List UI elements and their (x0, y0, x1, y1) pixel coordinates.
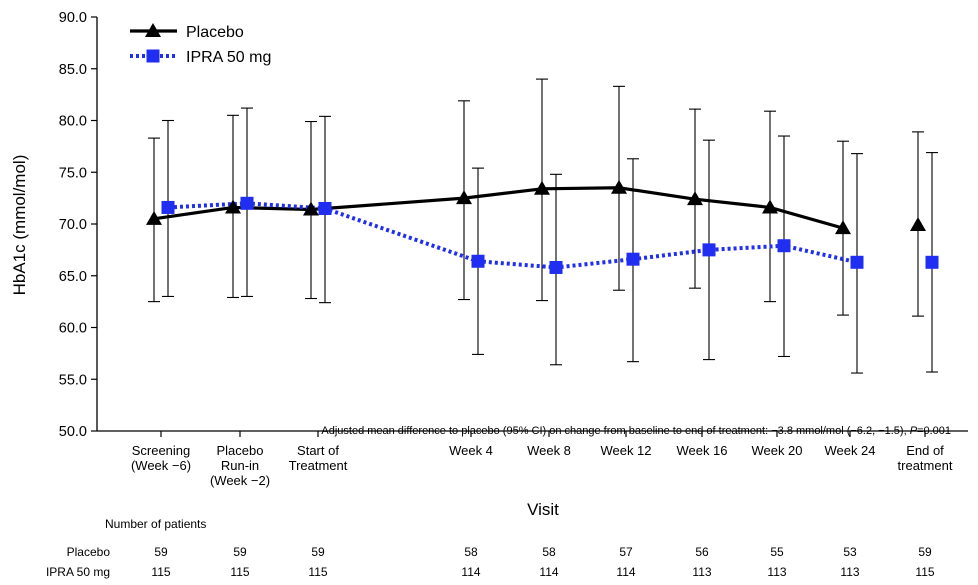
patients-count: 59 (154, 545, 168, 559)
y-tick-label: 90.0 (59, 10, 87, 26)
ipra-50-mg-marker (777, 239, 791, 253)
placebo-marker (146, 210, 162, 225)
x-axis-category-labels: Screening (Week −6) Placebo Run-in (Week −2)… (131, 431, 953, 488)
y-axis-title: HbA1c (mmol/mol) (10, 155, 29, 296)
patients-count: 59 (311, 545, 325, 559)
patients-count: 113 (692, 565, 711, 579)
ipra-50-mg-marker (240, 196, 254, 210)
x-category-label: Week 16 (676, 443, 727, 458)
patients-count: 114 (461, 565, 480, 579)
patients-count: 114 (539, 565, 558, 579)
ipra-50-mg-marker (702, 243, 716, 257)
legend-label-ipra-50-mg: IPRA 50 mg (186, 49, 271, 66)
ipra-50-mg-marker (549, 260, 563, 274)
patients-table-title: Number of patients (105, 517, 206, 531)
y-axis-ticks: 50.0 55.0 60.0 65.0 70.0 75.0 80.0 85.0 90.0 (59, 10, 97, 440)
x-category-label: Screening (Week −6) (131, 443, 191, 473)
error-bars (148, 78, 938, 374)
annotation-p-value: =0.001 (917, 425, 951, 437)
patients-row-label: Placebo (67, 545, 111, 559)
annotation-text: Adjusted mean difference to placebo (95%… (321, 425, 951, 437)
series-markers (146, 179, 939, 274)
placebo-marker (456, 190, 472, 205)
ipra-50-mg-marker (471, 254, 485, 268)
y-tick-label: 80.0 (59, 114, 87, 130)
placebo-marker (303, 201, 319, 216)
x-category-label: End of treatment (898, 443, 953, 473)
axes (96, 17, 968, 432)
placebo-marker (687, 191, 703, 206)
x-axis-title: Visit (527, 500, 559, 519)
placebo-line (153, 186, 844, 230)
placebo-marker (611, 179, 627, 194)
ipra-50-mg-marker (850, 255, 864, 269)
x-category-label: Week 24 (824, 443, 875, 458)
y-tick-label: 85.0 (59, 62, 87, 78)
y-tick-label: 65.0 (59, 269, 87, 285)
patients-count: 114 (616, 565, 635, 579)
x-category-label: Placebo Run-in (Week −2) (210, 443, 270, 488)
patients-table: Placebo 59 59 59 58 58 57 56 55 53 59 IPRA 50 mg 115… (46, 545, 935, 579)
patients-count: 57 (619, 545, 633, 559)
patients-count: 115 (230, 565, 249, 579)
legend-label-placebo: Placebo (186, 24, 244, 41)
x-category-label: Week 4 (449, 443, 493, 458)
patients-count: 115 (915, 565, 934, 579)
y-tick-label: 75.0 (59, 165, 87, 181)
y-tick-label: 55.0 (59, 372, 87, 388)
placebo-marker (225, 199, 241, 214)
y-tick-label: 70.0 (59, 217, 87, 233)
annotation-p-label: P (910, 425, 918, 437)
patients-count: 113 (767, 565, 786, 579)
patients-count: 115 (308, 565, 327, 579)
placebo-marker (762, 199, 778, 214)
ipra-50-mg-marker (161, 200, 175, 214)
patients-row-label: IPRA 50 mg (46, 565, 110, 579)
x-category-label: Week 8 (527, 443, 571, 458)
placebo-marker (835, 220, 851, 235)
ipra-50-mg-marker (318, 201, 332, 215)
patients-count: 113 (840, 565, 859, 579)
ipra-50-mg-marker (925, 255, 939, 269)
y-tick-label: 50.0 (59, 424, 87, 440)
ipra-50-mg-marker (626, 252, 640, 266)
legend: Placebo IPRA 50 mg (130, 23, 271, 66)
series-lines (153, 186, 858, 270)
placebo-marker (910, 217, 926, 232)
patients-count: 59 (918, 545, 932, 559)
x-category-label: Week 20 (751, 443, 802, 458)
x-category-label: Start of Treatment (289, 443, 348, 473)
patients-count: 58 (542, 545, 556, 559)
patients-count: 56 (695, 545, 709, 559)
legend-marker-placebo (145, 23, 161, 37)
annotation-main: Adjusted mean difference to placebo (95%… (321, 425, 909, 437)
placebo-marker (534, 180, 550, 195)
legend-marker-ipra-50-mg (146, 49, 160, 63)
x-category-label: Week 12 (600, 443, 651, 458)
patients-count: 55 (770, 545, 784, 559)
patients-count: 115 (151, 565, 170, 579)
patients-count: 53 (843, 545, 857, 559)
y-tick-label: 60.0 (59, 321, 87, 337)
patients-count: 59 (233, 545, 247, 559)
ipra-50-mg-line (167, 201, 858, 270)
patients-count: 58 (464, 545, 478, 559)
